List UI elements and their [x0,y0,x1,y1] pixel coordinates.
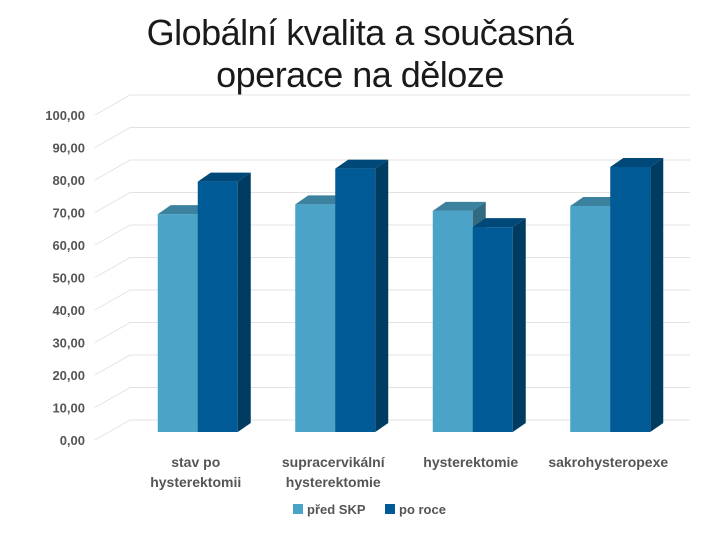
y-tick-label: 40,00 [52,303,85,318]
bar [157,214,198,432]
y-tick-label: 10,00 [52,401,85,416]
bar-top [197,172,251,182]
bar-top [432,201,486,211]
chart-title-line-2: operace na děloze [216,54,504,95]
x-axis-labels: stav po hysterektomii supracervikální hyste… [150,454,668,490]
chart-title-line-1: Globální kvalita a současná [146,12,574,53]
bar [610,167,651,432]
bar-top [335,159,389,169]
legend-swatch [385,504,395,514]
y-tick-label: 60,00 [52,238,85,253]
gridline [94,127,690,148]
y-tick-label: 20,00 [52,368,85,383]
legend-swatch [293,504,303,514]
gridline [94,159,690,181]
x-category-label: stav po [171,454,220,470]
y-tick-label: 0,00 [60,433,85,448]
x-category-label: hysterektomie [423,454,518,470]
y-axis-labels: 0,00 10,00 20,00 30,00 40,00 50,00 60,00 70,00 8… [45,108,85,448]
x-category-label: hysterektomii [150,474,241,490]
bar-side [512,218,526,432]
bar-top [570,197,624,206]
bar-top [472,218,526,228]
bar [472,227,513,432]
y-tick-label: 50,00 [52,271,85,286]
y-tick-label: 100,00 [45,108,85,123]
y-tick-label: 30,00 [52,336,85,351]
bar-top [295,195,349,205]
bar [295,204,336,432]
gridline [94,94,690,116]
legend-label: před SKP [307,502,366,517]
x-category-label: hysterektomie [286,474,381,490]
chart-bars [157,158,664,432]
gridline [94,192,690,213]
bar-top [157,205,211,215]
y-tick-label: 90,00 [52,141,85,156]
bar-top [610,158,664,167]
chart-title: Globální kvalita a současná operace na d… [0,12,720,96]
x-category-label: supracervikální [282,454,386,470]
legend-label: po roce [399,502,446,517]
bar [432,210,473,432]
bar-side [650,158,664,432]
bar [570,206,611,432]
bar-side [237,172,251,432]
bar [335,168,376,432]
bar [197,181,238,432]
chart-legend: před SKP po roce [293,502,446,517]
x-category-label: sakrohysteropexe [548,454,668,470]
y-tick-label: 70,00 [52,206,85,221]
y-tick-label: 80,00 [52,173,85,188]
bar-side [375,159,389,432]
